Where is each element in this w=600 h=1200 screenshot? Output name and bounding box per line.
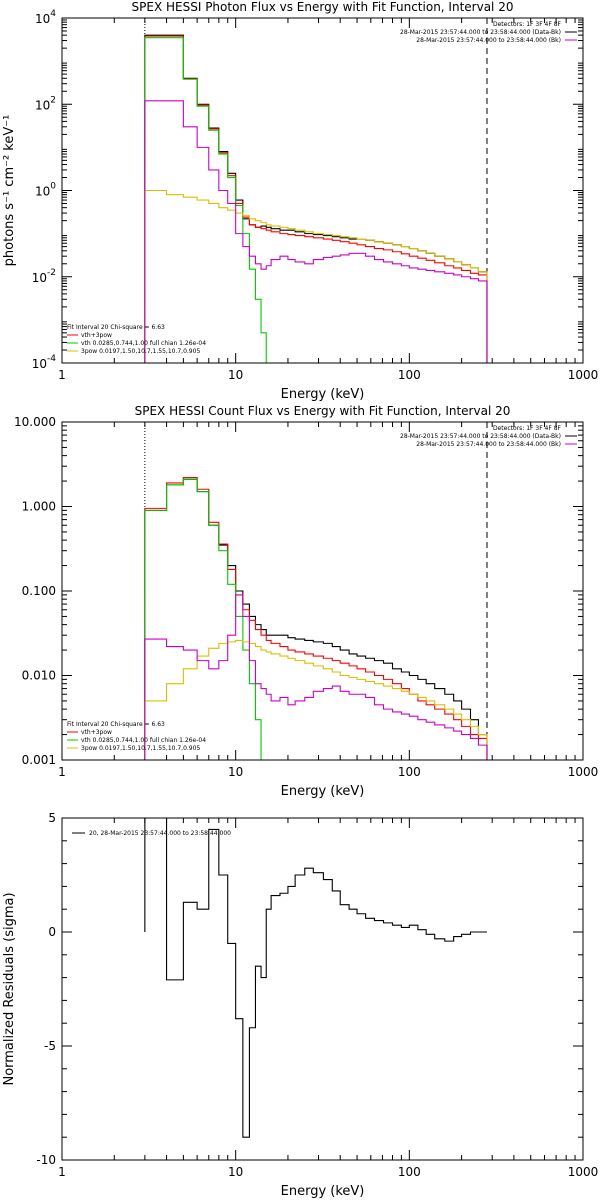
legend-bottom-entry: vth 0.0285,0.744,1.00 full chian 1.26e-0…	[81, 340, 206, 347]
x-tick-label: 10	[228, 765, 243, 779]
y-tick-exp: 4	[50, 9, 56, 19]
legend-top-entry: 28-Mar-2015 23:57:44.000 to 23:58:44.000…	[400, 433, 561, 440]
legend-top-entry: Detectors: 1F 3F 4F 8F	[493, 21, 562, 28]
plot-frame	[61, 421, 584, 761]
x-tick-label: 1	[58, 1165, 66, 1179]
series-line-1	[144, 818, 487, 1138]
series-line-2	[144, 35, 488, 363]
chart-panel-2: SPEX HESSI Count Flux vs Energy with Fit…	[14, 404, 598, 799]
y-tick-label: 10-2	[32, 268, 56, 285]
y-tick-label: 10.000	[14, 415, 56, 429]
legend-bottom-entry: vth+3pow	[81, 729, 112, 736]
plot-area	[144, 818, 487, 1138]
series-line-5	[144, 594, 488, 760]
x-tick-label: 1	[58, 765, 66, 779]
x-tick-label: 1000	[568, 368, 599, 382]
y-tick-label: 100	[35, 182, 56, 199]
plot-area	[144, 18, 488, 363]
chart-title: SPEX HESSI Photon Flux vs Energy with Fi…	[132, 0, 514, 14]
x-axis-label: Energy (keV)	[281, 1184, 365, 1199]
legend-bottom-entry: Fit Interval 20 Chi-square = 6.63	[67, 721, 165, 728]
plot-area	[144, 422, 488, 760]
y-tick-label: 1.000	[22, 500, 56, 514]
y-tick-exp: -2	[47, 268, 56, 278]
legend-top-entry: 28-Mar-2015 23:57:44.000 to 23:58:44.000…	[416, 37, 561, 44]
y-tick-label: 0.001	[22, 753, 56, 767]
plot-frame	[61, 817, 584, 1161]
series-line-3	[144, 37, 296, 363]
y-tick-label: 102	[35, 95, 56, 112]
y-tick-base: 10	[32, 357, 47, 371]
chart-panel-1: SPEX HESSI Photon Flux vs Energy with Fi…	[2, 0, 598, 402]
y-tick-label: -5	[44, 1039, 56, 1053]
series-line-1	[144, 478, 488, 760]
legend-bottom-entry: 3pow 0.0197,1.50,10.7,1.55,10.7,0.905	[81, 348, 200, 355]
legend-bottom-entry: vth+3pow	[81, 332, 112, 339]
series-line-1	[144, 34, 488, 363]
legend-bottom-entry: Fit Interval 20 Chi-square = 6.63	[67, 324, 165, 331]
y-tick-exp: -4	[47, 354, 56, 364]
x-axis-label: Energy (keV)	[281, 387, 365, 402]
legend-bottom-entry: vth 0.0285,0.744,1.00 full chian 1.26e-0…	[81, 737, 206, 744]
legend-bottom-entry: 3pow 0.0197,1.50,10.7,1.55,10.7,0.905	[81, 745, 200, 752]
y-tick-exp: 2	[50, 95, 56, 105]
series-line-3	[144, 478, 296, 760]
series-line-2	[144, 477, 488, 760]
y-axis-label: photons s⁻¹ cm⁻² keV⁻¹	[2, 115, 17, 267]
x-tick-label: 10	[228, 368, 243, 382]
x-tick-label: 100	[398, 368, 421, 382]
legend-top-entry: 20, 28-Mar-2015 23:57:44.000 to 23:58:44…	[89, 830, 231, 837]
legend-top-entry: 28-Mar-2015 23:57:44.000 to 23:58:44.000…	[400, 29, 561, 36]
series-line-4	[144, 189, 488, 363]
y-tick-label: 0	[48, 925, 56, 939]
y-tick-label: 10-4	[32, 354, 57, 371]
y-tick-label: 104	[35, 9, 56, 26]
x-tick-label: 10	[228, 1165, 243, 1179]
x-axis-label: Energy (keV)	[281, 784, 365, 799]
y-tick-base: 10	[32, 271, 47, 285]
x-tick-label: 1000	[568, 765, 599, 779]
chart-title: SPEX HESSI Count Flux vs Energy with Fit…	[135, 404, 511, 418]
legend-top-entry: 28-Mar-2015 23:57:44.000 to 23:58:44.000…	[416, 441, 561, 448]
x-tick-label: 100	[398, 1165, 421, 1179]
y-tick-label: 5	[48, 811, 56, 825]
x-tick-label: 1000	[568, 1165, 599, 1179]
y-tick-label: 0.010	[22, 669, 56, 683]
y-tick-label: 0.100	[22, 584, 56, 598]
x-tick-label: 100	[398, 765, 421, 779]
x-tick-label: 1	[58, 368, 66, 382]
y-tick-base: 10	[35, 12, 50, 26]
legend-top-entry: Detectors: 1F 3F 4F 8F	[493, 425, 562, 432]
y-axis-label: Normalized Residuals (sigma)	[2, 892, 17, 1085]
y-tick-exp: 0	[50, 182, 56, 192]
series-line-5	[144, 100, 488, 363]
chart-panel-3: 1 10 100 1000 -10 -5 0 5 Energy (keV) Normalized …	[2, 811, 598, 1199]
y-tick-base: 10	[35, 185, 50, 199]
y-tick-label: -10	[36, 1153, 56, 1167]
plot-frame	[61, 17, 584, 364]
y-tick-base: 10	[35, 98, 50, 112]
